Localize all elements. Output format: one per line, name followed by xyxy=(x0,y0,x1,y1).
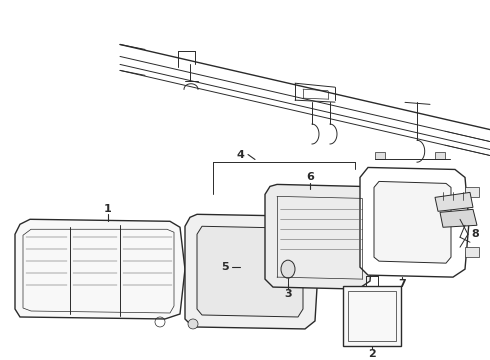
Bar xyxy=(343,286,401,346)
Text: 7: 7 xyxy=(398,279,406,289)
Polygon shape xyxy=(197,226,303,317)
Bar xyxy=(348,291,396,341)
Text: 5: 5 xyxy=(221,262,229,272)
Text: 2: 2 xyxy=(368,349,376,359)
Bar xyxy=(465,247,479,257)
Polygon shape xyxy=(265,184,374,289)
Bar xyxy=(465,188,479,197)
Polygon shape xyxy=(360,167,469,277)
Text: 3: 3 xyxy=(284,289,292,299)
Ellipse shape xyxy=(281,260,295,278)
Text: 6: 6 xyxy=(306,172,314,183)
Bar xyxy=(375,152,385,159)
Polygon shape xyxy=(15,219,185,319)
Text: 4: 4 xyxy=(236,149,244,159)
Polygon shape xyxy=(440,209,477,227)
Text: 1: 1 xyxy=(104,204,112,214)
Polygon shape xyxy=(374,181,451,263)
Text: 8: 8 xyxy=(471,229,479,239)
Circle shape xyxy=(188,319,198,329)
Polygon shape xyxy=(435,192,473,211)
Bar xyxy=(435,152,445,159)
Polygon shape xyxy=(185,214,318,329)
Circle shape xyxy=(302,266,312,276)
